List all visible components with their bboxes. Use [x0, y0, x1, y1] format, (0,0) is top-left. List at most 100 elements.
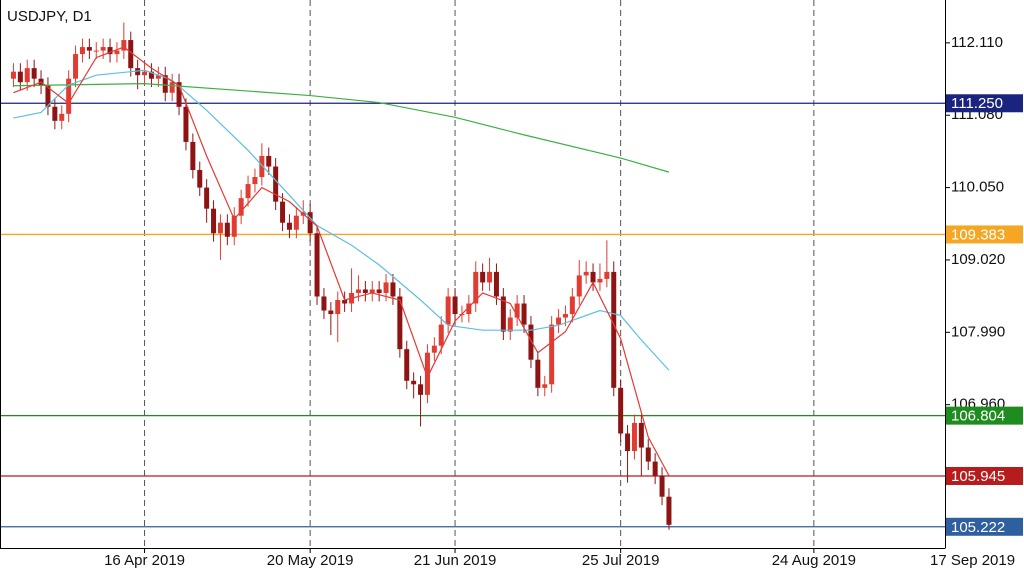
candle-body [162, 75, 168, 93]
candle-body [369, 289, 375, 293]
candle-body [376, 289, 382, 293]
candle-body [404, 349, 410, 381]
candle-body [473, 271, 479, 304]
indicator-line [13, 83, 670, 173]
candle-body [438, 324, 444, 346]
candle-body [397, 296, 403, 350]
candle-body [583, 271, 589, 276]
candle-body [190, 141, 196, 171]
candle-body [424, 352, 430, 395]
candle-body [549, 324, 555, 385]
indicator-line [13, 46, 670, 476]
candle-body [542, 384, 548, 388]
candle-body [293, 215, 299, 230]
candle-body [252, 177, 258, 185]
candle-body [107, 47, 113, 55]
candle-body [480, 271, 486, 283]
candle-body [155, 75, 161, 79]
indicator-line [13, 69, 670, 371]
x-tick-label: 21 Jun 2019 [414, 552, 497, 569]
level-label-box [946, 406, 1023, 425]
candle-body [307, 212, 313, 234]
x-tick-label: 24 Aug 2019 [772, 552, 856, 569]
level-label: 111.250 [951, 95, 1003, 112]
candle-body [659, 475, 665, 497]
candle-body [452, 296, 458, 315]
candle-body [86, 47, 92, 51]
candle-body [128, 40, 134, 69]
candle-body [355, 289, 361, 293]
candle-body [266, 155, 272, 167]
level-label-box [946, 225, 1023, 244]
candle-body [569, 296, 575, 315]
level-label: 106.804 [951, 408, 1005, 425]
candle-body [231, 215, 237, 237]
candle-body [52, 106, 58, 121]
candle-body [286, 222, 292, 230]
candle-body [631, 422, 637, 452]
candle-body [625, 433, 631, 452]
candle-body [507, 317, 513, 332]
candle-body [590, 271, 596, 283]
candle-body [604, 271, 610, 279]
candle-body [500, 296, 506, 332]
level-label-box [946, 466, 1023, 485]
candle-body [176, 82, 182, 107]
y-tick-label: 109.020 [951, 251, 1005, 268]
candle-body [383, 282, 389, 293]
candle-body [556, 317, 562, 325]
candle-body [169, 82, 175, 93]
x-tick-label: 25 Jul 2019 [582, 552, 660, 569]
candle-body [245, 184, 251, 199]
x-tick-label: 17 Sep 2019 [930, 552, 1015, 569]
candle-body [611, 271, 617, 388]
candle-body [652, 461, 658, 476]
candle-body [328, 310, 334, 315]
candle-body [411, 380, 417, 385]
x-tick-label: 20 May 2019 [267, 552, 354, 569]
level-label-box [946, 517, 1023, 536]
level-label: 109.383 [951, 226, 1005, 243]
candle-body [121, 40, 127, 51]
candle-body [259, 155, 265, 178]
candle-body [66, 78, 72, 114]
candle-body [445, 296, 451, 325]
candle-body [197, 170, 203, 188]
candle-body [466, 303, 472, 315]
candle-body [321, 296, 327, 311]
candle-body [93, 50, 99, 52]
candle-body [114, 50, 120, 55]
candle-body [224, 222, 230, 237]
candle-body [528, 324, 534, 360]
candle-body [280, 201, 286, 223]
candle-body [142, 71, 148, 76]
candle-body [597, 278, 603, 283]
candle-body [204, 187, 210, 209]
candle-body [418, 384, 424, 395]
candle-body [576, 275, 582, 297]
y-tick-label: 112.110 [951, 34, 1003, 51]
candle-body [100, 47, 106, 51]
candle-body [514, 303, 520, 318]
candle-body [45, 85, 51, 107]
candle-body [390, 282, 396, 297]
candle-body [217, 222, 223, 234]
candle-body [79, 47, 85, 55]
candle-body [17, 71, 23, 83]
grid-layer [144, 0, 815, 548]
level-label-box [946, 94, 1023, 113]
candle-body [335, 299, 341, 315]
chart-title: USDJPY, D1 [7, 8, 92, 25]
level-label: 105.222 [951, 519, 1005, 536]
candle-body [24, 68, 30, 83]
candle-body [273, 166, 279, 202]
candle-body [314, 233, 320, 297]
candle-body [10, 71, 16, 79]
candle-body [493, 271, 499, 297]
candle-body [183, 106, 189, 142]
candle-body [638, 422, 644, 448]
